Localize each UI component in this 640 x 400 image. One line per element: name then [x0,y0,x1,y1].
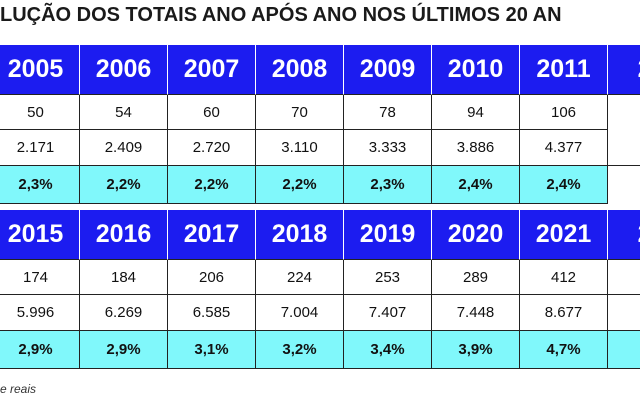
year-header: 2008 [256,45,344,95]
year-header: 2006 [80,45,168,95]
percent-cell: 2,2% [168,166,256,204]
year-header: 2015 [0,210,80,260]
value-cell: 3.110 [256,130,344,166]
percent-cell: 3,2% [256,331,344,369]
value-cell: 184 [80,260,168,295]
percent-cell: 2,2% [256,166,344,204]
value-cell: 106 [520,95,608,130]
percent-cell: 2,3% [344,166,432,204]
value-cell: 2.409 [80,130,168,166]
value-cell: 78 [344,95,432,130]
percent-cell: 2,9% [80,331,168,369]
title: LUÇÃO DOS TOTAIS ANO APÓS ANO NOS ÚLTIMO… [0,4,562,26]
year-header: 20 [608,45,640,95]
value-cell: 4 [608,260,640,295]
value-cell: 4.377 [520,130,608,166]
year-header: 2019 [344,210,432,260]
value-cell: 9. [608,295,640,331]
year-header: 2010 [432,45,520,95]
value-cell: 224 [256,260,344,295]
percent-cell: 2,4% [432,166,520,204]
year-header: 2020 [432,210,520,260]
percent-cell: 2,9% [0,331,80,369]
year-header: 2007 [168,45,256,95]
value-cell: 289 [432,260,520,295]
value-cell: 7.448 [432,295,520,331]
percent-cell: 2,4% [520,166,608,204]
year-header: 2018 [256,210,344,260]
value-cell: 2.720 [168,130,256,166]
year-header: 2011 [520,45,608,95]
value-cell: 4 [608,130,640,166]
value-cell: 8.677 [520,295,608,331]
footnote: e reais [0,382,37,396]
value-cell: 3.333 [344,130,432,166]
percent-cell: 2,3% [0,166,80,204]
year-header: 2005 [0,45,80,95]
percent-cell: 3,1% [168,331,256,369]
value-cell: 7.004 [256,295,344,331]
value-cell: 174 [0,260,80,295]
value-cell: 2.171 [0,130,80,166]
year-header: 2021 [520,210,608,260]
value-cell: 253 [344,260,432,295]
percent-cell: 2,2% [80,166,168,204]
year-header: 2017 [168,210,256,260]
value-cell: 7.407 [344,295,432,331]
value-cell: 412 [520,260,608,295]
percent-cell: 4 [608,331,640,369]
percent-cell: 4,7% [520,331,608,369]
value-cell: 70 [256,95,344,130]
value-cell: 6.585 [168,295,256,331]
percent-cell: 3,9% [432,331,520,369]
value-cell: 206 [168,260,256,295]
value-cell: 5.996 [0,295,80,331]
value-cell: 6.269 [80,295,168,331]
value-cell: 3.886 [432,130,520,166]
year-header: 2009 [344,45,432,95]
year-header: 2016 [80,210,168,260]
value-cell: 60 [168,95,256,130]
value-cell: 54 [80,95,168,130]
year-header: 20 [608,210,640,260]
percent-cell: 3,4% [344,331,432,369]
value-cell: 94 [432,95,520,130]
value-cell: 50 [0,95,80,130]
